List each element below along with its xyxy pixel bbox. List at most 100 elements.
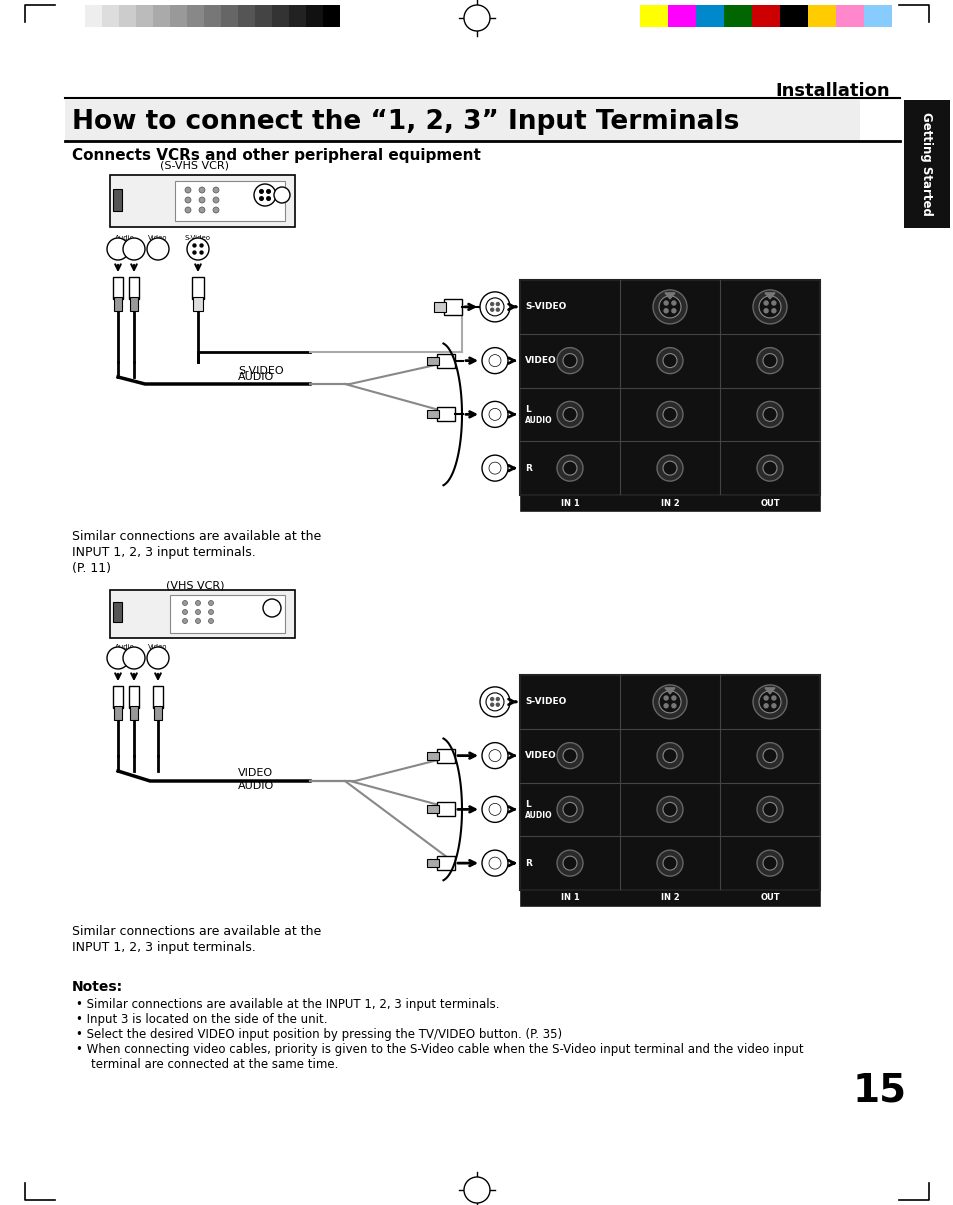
Bar [443, 299, 461, 315]
Circle shape [562, 803, 577, 816]
Text: (S-VHS VCR): (S-VHS VCR) [160, 160, 230, 170]
Circle shape [490, 302, 493, 306]
Text: Audio: Audio [115, 643, 134, 649]
Bar [436, 353, 455, 368]
Text: L: L [524, 405, 530, 413]
Bar [519, 495, 820, 511]
Circle shape [481, 850, 507, 876]
Bar [863, 5, 891, 27]
Circle shape [496, 302, 498, 306]
Bar [237, 5, 254, 27]
Bar [112, 277, 123, 299]
Bar [427, 805, 438, 813]
Bar [102, 5, 119, 27]
Circle shape [663, 308, 667, 313]
Circle shape [147, 647, 169, 669]
Bar [110, 590, 294, 637]
Circle shape [762, 462, 776, 475]
Text: IN 1: IN 1 [560, 893, 578, 903]
Bar [436, 803, 455, 816]
Circle shape [274, 187, 290, 202]
Bar [112, 602, 122, 622]
Circle shape [489, 857, 500, 869]
Circle shape [259, 189, 263, 193]
Text: OUT: OUT [151, 649, 165, 656]
Bar [903, 100, 949, 228]
Circle shape [209, 600, 213, 605]
Circle shape [199, 207, 205, 213]
Text: Similar connections are available at the: Similar connections are available at the [71, 530, 321, 543]
Circle shape [757, 850, 782, 876]
Bar [696, 5, 723, 27]
Circle shape [562, 748, 577, 763]
Text: AUDIO: AUDIO [237, 372, 274, 382]
Text: S-VIDEO: S-VIDEO [524, 302, 566, 311]
Bar [436, 856, 455, 870]
Text: Video: Video [148, 235, 168, 241]
Circle shape [662, 748, 677, 763]
Bar [835, 5, 863, 27]
Circle shape [657, 850, 682, 876]
Circle shape [757, 742, 782, 769]
Circle shape [481, 797, 507, 822]
Polygon shape [664, 293, 675, 299]
Circle shape [671, 301, 675, 305]
Circle shape [771, 308, 775, 313]
Bar [113, 296, 122, 311]
Circle shape [557, 797, 582, 822]
Circle shape [557, 401, 582, 428]
Bar [152, 5, 170, 27]
Bar [204, 5, 221, 27]
Bar [113, 706, 122, 721]
Text: Similar connections are available at the: Similar connections are available at the [71, 925, 321, 937]
Circle shape [562, 462, 577, 475]
Text: AUDIO: AUDIO [524, 811, 552, 819]
Text: (P. 11): (P. 11) [71, 562, 111, 575]
Text: OUT: OUT [760, 499, 779, 507]
Circle shape [496, 308, 498, 311]
Circle shape [185, 187, 191, 193]
Text: Installation: Installation [775, 82, 889, 100]
Bar [192, 277, 204, 299]
Circle shape [209, 618, 213, 623]
Bar [427, 357, 438, 365]
Circle shape [759, 296, 781, 318]
Circle shape [259, 196, 263, 200]
Circle shape [496, 698, 498, 700]
Circle shape [147, 239, 169, 260]
Circle shape [662, 462, 677, 475]
Text: Connects VCRs and other peripheral equipment: Connects VCRs and other peripheral equip… [71, 148, 480, 163]
Circle shape [489, 408, 500, 421]
Circle shape [752, 290, 786, 324]
Text: L: L [132, 649, 135, 656]
Circle shape [481, 455, 507, 481]
Circle shape [757, 347, 782, 374]
Text: L: L [132, 241, 135, 247]
Bar [306, 5, 323, 27]
Text: OUT: OUT [151, 241, 165, 247]
Circle shape [557, 455, 582, 481]
Bar [170, 595, 285, 633]
Circle shape [213, 187, 219, 193]
Text: AUDIO: AUDIO [524, 416, 552, 425]
Text: VIDEO: VIDEO [524, 357, 557, 365]
Circle shape [762, 856, 776, 870]
Circle shape [757, 455, 782, 481]
Circle shape [657, 347, 682, 374]
Circle shape [253, 184, 275, 206]
Text: • Select the desired VIDEO input position by pressing the TV/VIDEO button. (P. 3: • Select the desired VIDEO input positio… [76, 1028, 561, 1041]
Circle shape [187, 239, 209, 260]
Circle shape [762, 803, 776, 816]
Bar [112, 686, 123, 709]
Bar [136, 5, 152, 27]
Text: R: R [118, 241, 123, 247]
Circle shape [557, 850, 582, 876]
Circle shape [763, 301, 767, 305]
Bar [751, 5, 780, 27]
Circle shape [771, 301, 775, 305]
Circle shape [671, 704, 675, 707]
Circle shape [752, 684, 786, 719]
Bar [667, 5, 696, 27]
Bar [780, 5, 807, 27]
Text: S-VIDEO: S-VIDEO [524, 698, 566, 706]
